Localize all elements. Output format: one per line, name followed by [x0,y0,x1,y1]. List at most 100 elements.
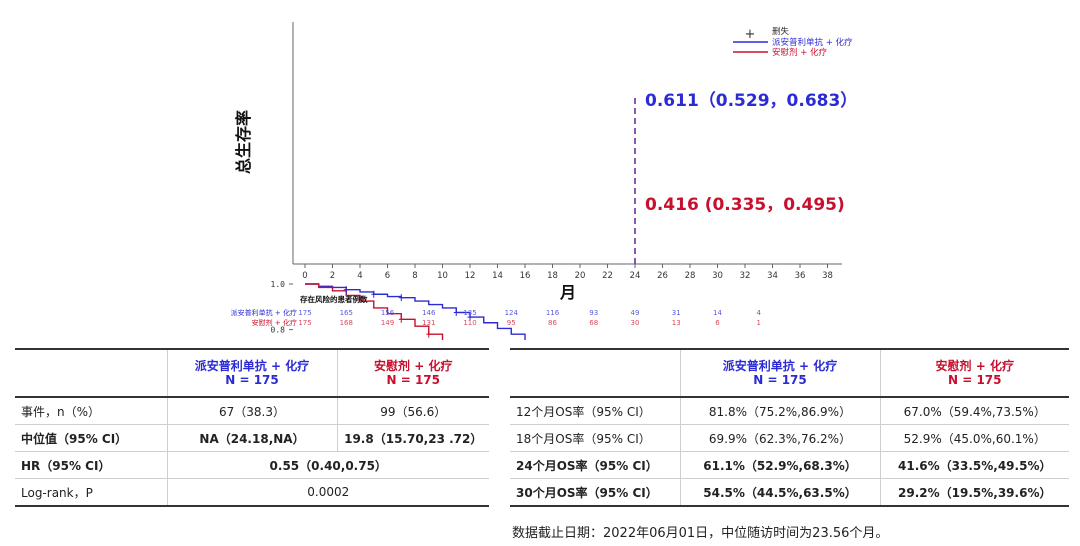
risk-count: 116 [546,309,560,317]
annotation-red: 0.416 (0.335，0.495) [645,195,845,215]
left-summary-table: 派安普利单抗 + 化疗 N = 175 安慰剂 + 化疗 N = 175 事件，… [15,348,489,507]
footnote: 数据截止日期：2022年06月01日，中位随访时间为23.56个月。 [512,526,889,541]
x-tick-label: 38 [822,271,833,281]
y-axis-label: 总生存率 [234,110,253,174]
cell-merged: 0.0002 [166,478,489,507]
legend-censor-symbol: + [745,27,756,42]
chart-labels: 总生存率 月 0.611（0.529，0.683） 0.416 (0.335，0… [231,90,858,327]
x-tick-label: 26 [657,271,668,281]
risk-count: 168 [340,319,353,327]
left-header-red: 安慰剂 + 化疗 N = 175 [336,348,489,398]
risk-count: 110 [463,319,476,327]
row-label: Log-rank，P [15,478,167,507]
y-tick-label: 1.0 [271,280,286,289]
legend-censor-label: 删失 [772,26,790,37]
risk-count: 13 [672,319,681,327]
x-tick-label: 6 [385,271,390,281]
legend-label-red: 安慰剂 + 化疗 [772,47,828,58]
table-row: 事件，n（%） 67（38.3） 99（56.6） [15,397,489,425]
left-header-blue: 派安普利单抗 + 化疗 N = 175 [166,348,337,398]
km-curve-red [305,283,444,340]
risk-count: 156 [381,309,395,317]
km-chart: 0.00.20.40.60.81.00246810121416182022242… [231,22,858,340]
risk-count: 165 [340,309,353,317]
table-row: 24个月OS率（95% CI） 61.1%（52.9%,68.3%） 41.6%… [510,451,1069,479]
cell-red: 19.8（15.70,23 .72） [336,424,489,452]
risk-count: 135 [463,309,476,317]
risk-table: 1751751651681561491461311351101249511686… [298,309,761,327]
table-row: 中位值（95% CI） NA（24.18,NA） 19.8（15.70,23 .… [15,424,489,452]
risk-count: 146 [422,309,436,317]
x-tick-label: 24 [630,271,641,281]
row-label: 24个月OS率（95% CI） [510,451,680,479]
x-tick-label: 10 [437,271,448,281]
cell-red: 52.9%（45.0%,60.1%） [879,424,1069,452]
x-tick-label: 12 [465,271,476,281]
left-header-empty [15,348,167,398]
cell-merged: 0.55（0.40,0.75） [166,451,489,479]
risk-count: 86 [548,319,557,327]
risk-count: 68 [589,319,598,327]
row-label: 事件，n（%） [15,397,167,425]
x-tick-label: 0 [302,271,307,281]
risk-count: 14 [713,309,722,317]
row-label: HR（95% CI） [15,451,167,479]
cell-blue: NA（24.18,NA） [166,424,337,452]
risk-count: 30 [631,319,640,327]
x-tick-label: 14 [492,271,503,281]
cell-blue: 54.5%（44.5%,63.5%） [679,478,880,507]
risk-count: 95 [507,319,516,327]
row-label: 18个月OS率（95% CI） [510,424,680,452]
chart-legend: + 删失 派安普利单抗 + 化疗 安慰剂 + 化疗 [733,26,853,58]
table-row: 18个月OS率（95% CI） 69.9%（62.3%,76.2%） 52.9%… [510,424,1069,452]
table-row: HR（95% CI） 0.55（0.40,0.75） [15,451,489,479]
x-tick-label: 8 [412,271,417,281]
x-tick-label: 16 [520,271,531,281]
cell-blue: 67（38.3） [166,397,337,425]
x-tick-label: 2 [330,271,335,281]
x-tick-label: 36 [795,271,806,281]
cell-blue: 69.9%（62.3%,76.2%） [679,424,880,452]
risk-count: 124 [505,309,519,317]
table-row: Log-rank，P 0.0002 [15,478,489,507]
right-header-red: 安慰剂 + 化疗 N = 175 [879,348,1069,398]
right-summary-table: 派安普利单抗 + 化疗 N = 175 安慰剂 + 化疗 N = 175 12个… [510,348,1069,507]
risk-count: 49 [631,309,640,317]
risk-count: 93 [589,309,598,317]
risk-count: 4 [757,309,762,317]
row-label: 12个月OS率（95% CI） [510,397,680,425]
risk-count: 31 [672,309,681,317]
x-tick-label: 30 [712,271,723,281]
risk-count: 175 [298,309,311,317]
risk-count: 149 [381,319,394,327]
risk-count: 6 [715,319,720,327]
censor-marks [343,286,473,338]
right-header-empty [510,348,680,398]
table-row: 30个月OS率（95% CI） 54.5%（44.5%,63.5%） 29.2%… [510,478,1069,507]
annotation-blue: 0.611（0.529，0.683） [645,90,857,111]
risk-table-title: 存在风险的患者例数 [299,294,368,304]
table-row: 12个月OS率（95% CI） 81.8%（75.2%,86.9%） 67.0%… [510,397,1069,425]
right-header-blue: 派安普利单抗 + 化疗 N = 175 [679,348,880,398]
chart-axes: 0.00.20.40.60.81.00246810121416182022242… [271,22,842,335]
x-tick-label: 18 [547,271,558,281]
x-tick-label: 28 [685,271,696,281]
cell-red: 99（56.6） [336,397,489,425]
x-tick-label: 34 [767,271,778,281]
cell-red: 41.6%（33.5%,49.5%） [879,451,1069,479]
y-tick-label: 0.8 [271,326,286,335]
cell-blue: 61.1%（52.9%,68.3%） [679,451,880,479]
risk-count: 1 [757,319,761,327]
risk-label-blue: 派安普利单抗 + 化疗 [231,308,297,317]
x-tick-label: 20 [575,271,586,281]
x-tick-label: 4 [357,271,362,281]
x-axis-label: 月 [559,283,576,302]
risk-label-red: 安慰剂 + 化疗 [252,318,297,327]
cell-red: 67.0%（59.4%,73.5%） [879,397,1069,425]
row-label: 中位值（95% CI） [15,424,167,452]
x-tick-label: 22 [602,271,613,281]
x-tick-label: 32 [740,271,751,281]
reference-lines [634,98,636,264]
row-label: 30个月OS率（95% CI） [510,478,680,507]
risk-count: 175 [298,319,311,327]
